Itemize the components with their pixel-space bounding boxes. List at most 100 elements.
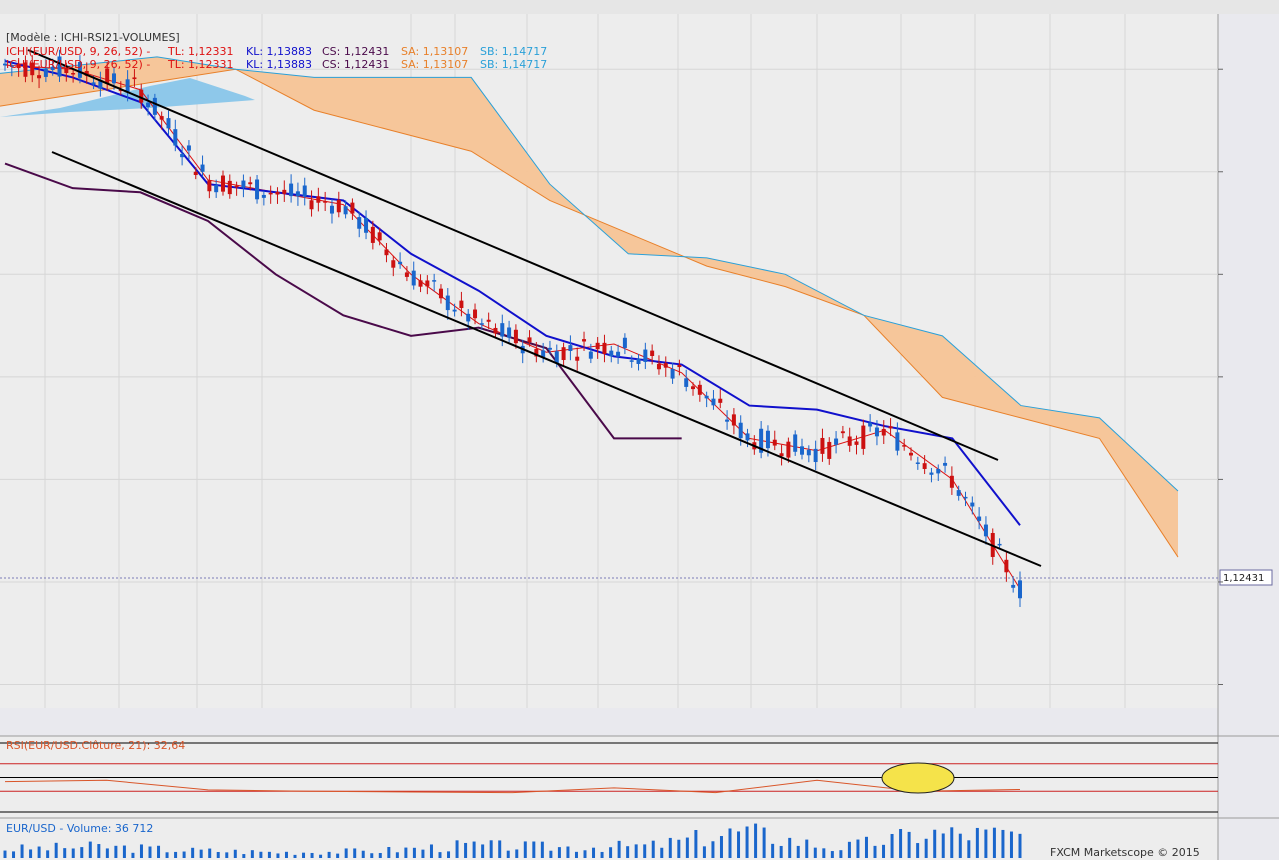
- candle-body-30: [207, 180, 212, 192]
- volume-bar-78: [668, 837, 672, 858]
- candle-body-27: [186, 145, 191, 151]
- volume-bar-113: [967, 840, 971, 858]
- candle-body-64: [438, 288, 443, 299]
- candle-body-143: [977, 516, 982, 521]
- volume-bar-106: [907, 831, 911, 858]
- candle-body-74: [507, 327, 512, 338]
- volume-bar-74: [634, 844, 638, 858]
- volume-bar-19: [165, 852, 169, 858]
- candle-body-131: [895, 432, 900, 451]
- volume-bar-119: [1018, 833, 1022, 858]
- candle-body-88: [602, 342, 607, 354]
- ichi-tl-2: TL: 1,12331: [167, 58, 234, 71]
- candle-body-133: [909, 452, 914, 456]
- volume-bar-47: [404, 847, 408, 858]
- candle-body-136: [929, 472, 934, 475]
- candle-body-21: [146, 102, 151, 108]
- volume-bar-37: [319, 854, 323, 858]
- candle-body-22: [152, 97, 157, 115]
- candle-body-67: [459, 300, 464, 309]
- volume-bar-30: [259, 851, 263, 858]
- candle-body-24: [166, 118, 171, 129]
- volume-bar-84: [719, 836, 723, 858]
- volume-bar-4: [37, 846, 41, 858]
- volume-bar-81: [694, 830, 698, 858]
- volume-bar-52: [447, 851, 451, 858]
- candle-body-98: [670, 368, 675, 379]
- volume-bar-25: [216, 851, 220, 858]
- main-price-panel[interactable]: [0, 14, 1218, 708]
- candle-body-38: [261, 194, 266, 198]
- time-axis-bar: [0, 708, 1218, 736]
- volume-bar-28: [242, 854, 246, 858]
- volume-bar-11: [97, 844, 101, 858]
- candle-body-42: [289, 183, 294, 197]
- volume-bar-72: [617, 840, 621, 858]
- candle-body-62: [425, 280, 430, 287]
- volume-bar-44: [378, 852, 382, 858]
- volume-bar-34: [293, 854, 297, 858]
- candle-body-126: [861, 425, 866, 449]
- volume-bar-83: [711, 841, 715, 858]
- candle-body-61: [418, 280, 423, 287]
- volume-panel[interactable]: [0, 818, 1218, 860]
- volume-bar-86: [737, 831, 741, 858]
- candle-body-106: [725, 419, 730, 422]
- candle-body-31: [214, 185, 219, 193]
- candle-body-78: [534, 348, 539, 357]
- candle-body-108: [738, 422, 743, 439]
- volume-bar-22: [191, 847, 195, 858]
- rsi-chart: [0, 742, 1218, 813]
- volume-bar-20: [174, 851, 178, 858]
- candle-body-80: [547, 347, 552, 350]
- volume-bar-102: [873, 845, 877, 858]
- candle-body-116: [793, 434, 798, 452]
- candle-body-65: [445, 295, 450, 311]
- candle-body-135: [922, 463, 927, 469]
- volume-bar-87: [745, 826, 749, 858]
- candlesticks: [3, 49, 1022, 608]
- volume-bar-99: [847, 841, 851, 858]
- candle-body-101: [691, 386, 696, 390]
- volume-bar-7: [63, 848, 67, 858]
- ichi-kl: KL: 1,13883: [246, 45, 312, 58]
- rsi-legend: RSI(EUR/USD.Clôture, 21): 32,64: [6, 739, 185, 752]
- channel-lower-line: [51, 151, 1042, 567]
- rsi-highlight-ellipse: [881, 762, 955, 794]
- candle-body-29: [200, 164, 205, 172]
- volume-bar-15: [131, 852, 135, 858]
- volume-bar-3: [29, 849, 33, 858]
- candle-body-102: [697, 384, 702, 395]
- volume-bar-21: [182, 851, 186, 858]
- candle-body-125: [854, 441, 859, 445]
- candle-body-63: [432, 280, 437, 282]
- volume-bars: [3, 823, 1022, 858]
- candle-body-79: [541, 350, 546, 358]
- volume-bar-14: [122, 845, 126, 858]
- candle-body-55: [377, 232, 382, 241]
- candle-body-124: [847, 436, 852, 446]
- candle-body-149: [1018, 580, 1022, 599]
- volume-bar-32: [276, 853, 280, 858]
- volume-bar-1: [12, 851, 16, 858]
- volume-bar-50: [429, 844, 433, 858]
- candle-body-130: [888, 426, 893, 429]
- template-label: [Modèle : ICHI-RSI21-VOLUMES]: [6, 31, 180, 44]
- candle-body-103: [704, 395, 709, 399]
- volume-bar-85: [728, 828, 732, 858]
- candle-body-81: [554, 351, 559, 364]
- top-date-bar: [0, 0, 1279, 14]
- candle-body-19: [132, 77, 137, 80]
- candle-body-112: [765, 430, 770, 449]
- candle-body-1: [9, 65, 14, 67]
- volume-bar-73: [626, 846, 630, 858]
- volume-bar-115: [984, 829, 988, 858]
- ichimoku-legend-2: ICHI(EUR/USD, 9, 26, 52) - TL: 1,12331 K…: [6, 58, 547, 71]
- candle-body-58: [398, 261, 403, 265]
- volume-bar-58: [498, 840, 502, 858]
- volume-bar-71: [609, 847, 613, 858]
- candle-body-128: [874, 427, 879, 437]
- candle-body-147: [1004, 559, 1009, 573]
- trend-channel: [27, 49, 1042, 567]
